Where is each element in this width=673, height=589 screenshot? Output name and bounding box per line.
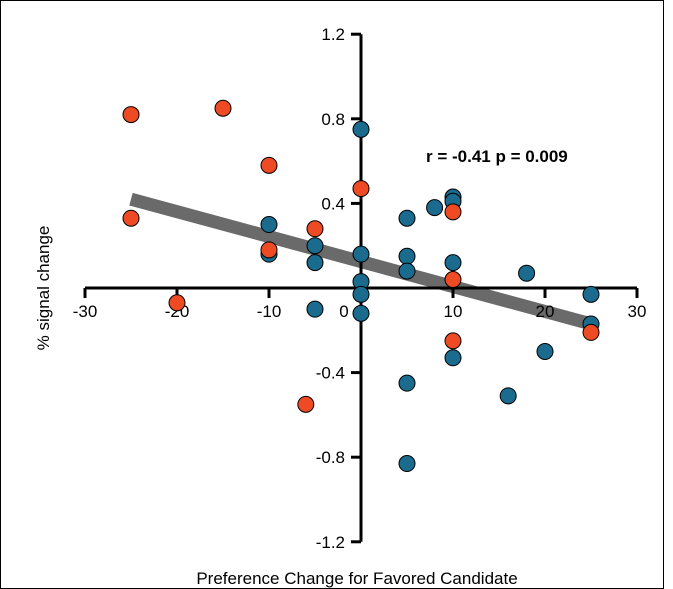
data-point-orange bbox=[352, 180, 370, 198]
data-point-blue bbox=[398, 374, 416, 392]
data-point-orange bbox=[444, 203, 462, 221]
data-point-blue bbox=[306, 254, 324, 272]
data-point-blue bbox=[518, 264, 536, 282]
x-tick-label: -30 bbox=[73, 302, 98, 321]
y-axis-label: % signal change bbox=[34, 226, 53, 351]
data-point-blue bbox=[398, 262, 416, 280]
data-point-blue bbox=[352, 285, 370, 303]
data-point-orange bbox=[444, 271, 462, 289]
data-point-blue bbox=[306, 300, 324, 318]
x-tick-label: 10 bbox=[444, 302, 463, 321]
data-point-orange bbox=[297, 395, 315, 413]
data-point-orange bbox=[260, 156, 278, 174]
correlation-annotation: r = -0.41 p = 0.009 bbox=[426, 147, 568, 166]
x-tick-label: 30 bbox=[628, 302, 647, 321]
x-tick-label: 0 bbox=[339, 302, 348, 321]
data-point-orange bbox=[168, 294, 186, 312]
data-point-blue bbox=[260, 216, 278, 234]
data-point-orange bbox=[122, 106, 140, 124]
data-point-blue bbox=[352, 245, 370, 263]
data-point-orange bbox=[582, 323, 600, 341]
x-tick-label: -10 bbox=[257, 302, 282, 321]
data-point-orange bbox=[306, 220, 324, 238]
y-tick-label: -0.8 bbox=[316, 448, 345, 467]
data-point-orange bbox=[122, 209, 140, 227]
y-tick-label: 0.8 bbox=[321, 110, 345, 129]
y-tick-label: 1.2 bbox=[321, 25, 345, 44]
data-point-blue bbox=[398, 247, 416, 265]
data-point-blue bbox=[536, 342, 554, 360]
data-point-blue bbox=[444, 349, 462, 367]
data-point-blue bbox=[444, 254, 462, 272]
data-point-blue bbox=[398, 209, 416, 227]
y-tick-label: 0.4 bbox=[321, 194, 345, 213]
x-axis-label: Preference Change for Favored Candidate bbox=[196, 569, 517, 588]
data-point-blue bbox=[352, 120, 370, 138]
data-point-blue bbox=[398, 455, 416, 473]
data-point-blue bbox=[426, 199, 444, 217]
y-tick-label: -1.2 bbox=[316, 533, 345, 552]
data-point-blue bbox=[352, 304, 370, 322]
y-tick-label: -0.4 bbox=[316, 364, 345, 383]
x-tick-label: 20 bbox=[536, 302, 555, 321]
data-point-orange bbox=[260, 241, 278, 259]
data-point-blue bbox=[499, 387, 517, 405]
data-point-orange bbox=[214, 99, 232, 117]
data-point-blue bbox=[582, 285, 600, 303]
data-point-blue bbox=[306, 237, 324, 255]
data-point-orange bbox=[444, 332, 462, 350]
